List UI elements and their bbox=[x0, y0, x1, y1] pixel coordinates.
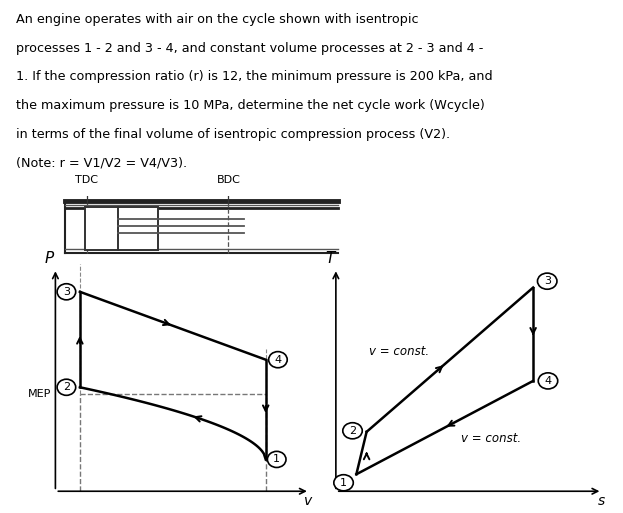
Text: MEP: MEP bbox=[29, 389, 52, 399]
Text: the maximum pressure is 10 MPa, determine the net cycle work (Wcycle): the maximum pressure is 10 MPa, determin… bbox=[16, 99, 484, 112]
Text: An engine operates with air on the cycle shown with isentropic: An engine operates with air on the cycle… bbox=[16, 13, 418, 26]
Text: in terms of the final volume of isentropic compression process (V2).: in terms of the final volume of isentrop… bbox=[16, 128, 450, 141]
Circle shape bbox=[57, 284, 76, 300]
Text: 1: 1 bbox=[340, 478, 347, 488]
Circle shape bbox=[267, 451, 286, 467]
Circle shape bbox=[269, 351, 287, 368]
Text: P: P bbox=[45, 251, 54, 266]
Text: v = const.: v = const. bbox=[369, 345, 429, 358]
Text: processes 1 - 2 and 3 - 4, and constant volume processes at 2 - 3 and 4 -: processes 1 - 2 and 3 - 4, and constant … bbox=[16, 42, 483, 54]
Circle shape bbox=[334, 475, 353, 491]
Text: 3: 3 bbox=[544, 276, 551, 286]
Text: TDC: TDC bbox=[75, 175, 98, 185]
Text: T: T bbox=[325, 251, 335, 266]
Text: 2: 2 bbox=[63, 382, 70, 392]
Text: s: s bbox=[597, 495, 605, 508]
Text: 2: 2 bbox=[349, 426, 356, 436]
Bar bbox=[85, 207, 158, 250]
Text: 1. If the compression ratio (r) is 12, the minimum pressure is 200 kPa, and: 1. If the compression ratio (r) is 12, t… bbox=[16, 70, 492, 83]
Circle shape bbox=[538, 273, 557, 289]
Text: 3: 3 bbox=[63, 287, 70, 297]
Text: 1: 1 bbox=[273, 455, 280, 464]
Circle shape bbox=[538, 373, 558, 389]
Text: 4: 4 bbox=[545, 376, 551, 386]
Circle shape bbox=[343, 423, 362, 439]
Text: BDC: BDC bbox=[217, 175, 240, 185]
Text: 4: 4 bbox=[274, 354, 282, 365]
Circle shape bbox=[57, 379, 76, 396]
Text: v = const.: v = const. bbox=[461, 432, 521, 445]
Text: (Note: r = V1/V2 = V4/V3).: (Note: r = V1/V2 = V4/V3). bbox=[16, 156, 187, 169]
Text: v: v bbox=[304, 495, 312, 508]
